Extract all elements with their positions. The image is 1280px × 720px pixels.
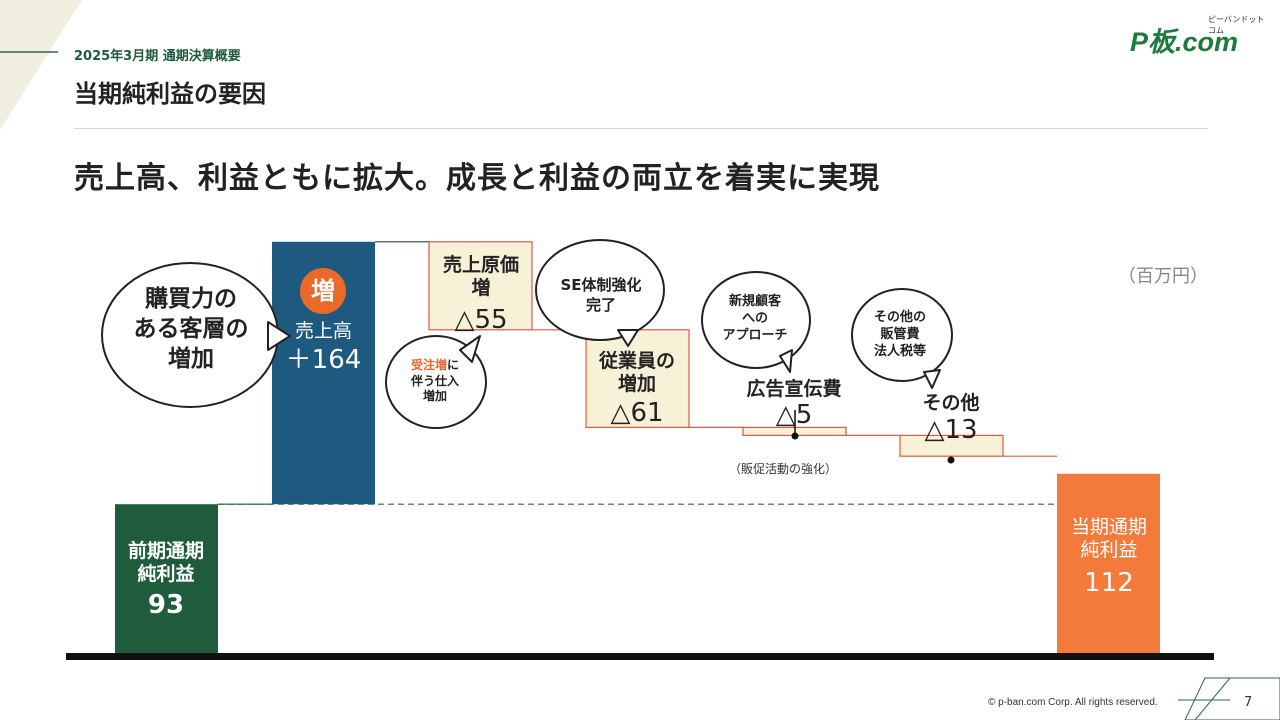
bubble-other — [851, 288, 953, 389]
bubble-se-text: SE体制強化 完了 — [542, 276, 660, 315]
logo-subtext: ピーバンドットコム — [1208, 15, 1265, 35]
ads-value: △5 — [775, 400, 813, 430]
ads-label: 広告宣伝費 — [746, 378, 842, 400]
bubble-buyers-line-3: 増加 — [168, 345, 214, 372]
start-bar-value: 93 — [147, 590, 185, 620]
sales-bar-label: 売上高 — [294, 320, 352, 342]
bubble-buyers-text: 購買力の ある客層の 増加 — [110, 285, 272, 375]
other-pointer-dot — [947, 456, 955, 464]
logo-text: P板.com — [1130, 27, 1239, 57]
bubble-se-line-1: SE体制強化 — [560, 276, 642, 294]
bubble-orders-line-2: 伴う仕入 — [410, 373, 459, 388]
sales-bar-value: ＋164 — [285, 345, 362, 375]
unit-label: （百万円） — [1118, 266, 1208, 287]
x-axis-baseline — [66, 653, 1214, 660]
bubble-buyers-line-1: 購買力の — [145, 286, 237, 312]
section-subtitle: 2025年3月期 通期決算概要 — [74, 49, 241, 64]
bubble-orders-text: 受注増に 伴う仕入 増加 — [390, 358, 480, 405]
cogs-label: 売上原価 増 — [442, 254, 519, 299]
start-bar-label: 前期通期 純利益 — [127, 540, 204, 585]
page-title: 当期純利益の要因 — [74, 80, 266, 108]
other-label: その他 — [922, 392, 980, 414]
bubble-orders — [385, 335, 487, 429]
end-bar-value: 112 — [1084, 568, 1134, 598]
bubble-customers — [701, 271, 811, 373]
bar-6 — [1057, 473, 1160, 653]
bubble-orders-highlight: 受注増 — [410, 358, 447, 372]
cogs-value: △55 — [454, 305, 508, 335]
bubble-buyers-line-2: ある客層の — [133, 315, 249, 342]
ads-note: （販促活動の強化） — [729, 462, 838, 476]
company-logo: ピーバンドットコム P板.com — [1130, 14, 1270, 57]
bubble-buyers — [101, 262, 291, 408]
bubble-customers-line-2: への — [741, 310, 768, 326]
end-bar-label: 当期通期 純利益 — [1070, 516, 1147, 561]
other-value: △13 — [924, 415, 978, 445]
staff-value: △61 — [610, 398, 664, 428]
page-number: 7 — [1244, 695, 1253, 710]
headline: 売上高、利益ともに拡大。成長と利益の両立を着実に実現 — [74, 161, 880, 196]
bar-5 — [899, 434, 1004, 457]
bubble-customers-line-1: 新規顧客 — [728, 294, 781, 309]
bubble-other-text: その他の 販管費 法人税等 — [854, 310, 946, 361]
bubble-customers-line-3: アプローチ — [722, 327, 788, 343]
title-divider — [74, 128, 1208, 129]
staff-label: 従業員の 増加 — [598, 350, 675, 395]
copyright-text: © p-ban.com Corp. All rights reserved. — [988, 697, 1158, 708]
bubble-se — [535, 239, 665, 347]
bubble-customers-text: 新規顧客 への アプローチ — [706, 294, 804, 345]
bar-0 — [115, 504, 218, 653]
bubble-other-line-2: 販管費 — [880, 326, 920, 342]
bar-3 — [585, 329, 690, 428]
ads-pointer-dot — [791, 432, 799, 440]
bubble-other-line-1: その他の — [873, 310, 926, 325]
bubble-orders-line-1: に — [447, 358, 460, 372]
increase-badge: 増 — [300, 268, 346, 314]
bubble-other-line-3: 法人税等 — [873, 343, 926, 359]
bubble-orders-line-3: 増加 — [422, 389, 447, 404]
bubble-se-line-2: 完了 — [585, 295, 616, 314]
bar-2 — [428, 241, 533, 331]
